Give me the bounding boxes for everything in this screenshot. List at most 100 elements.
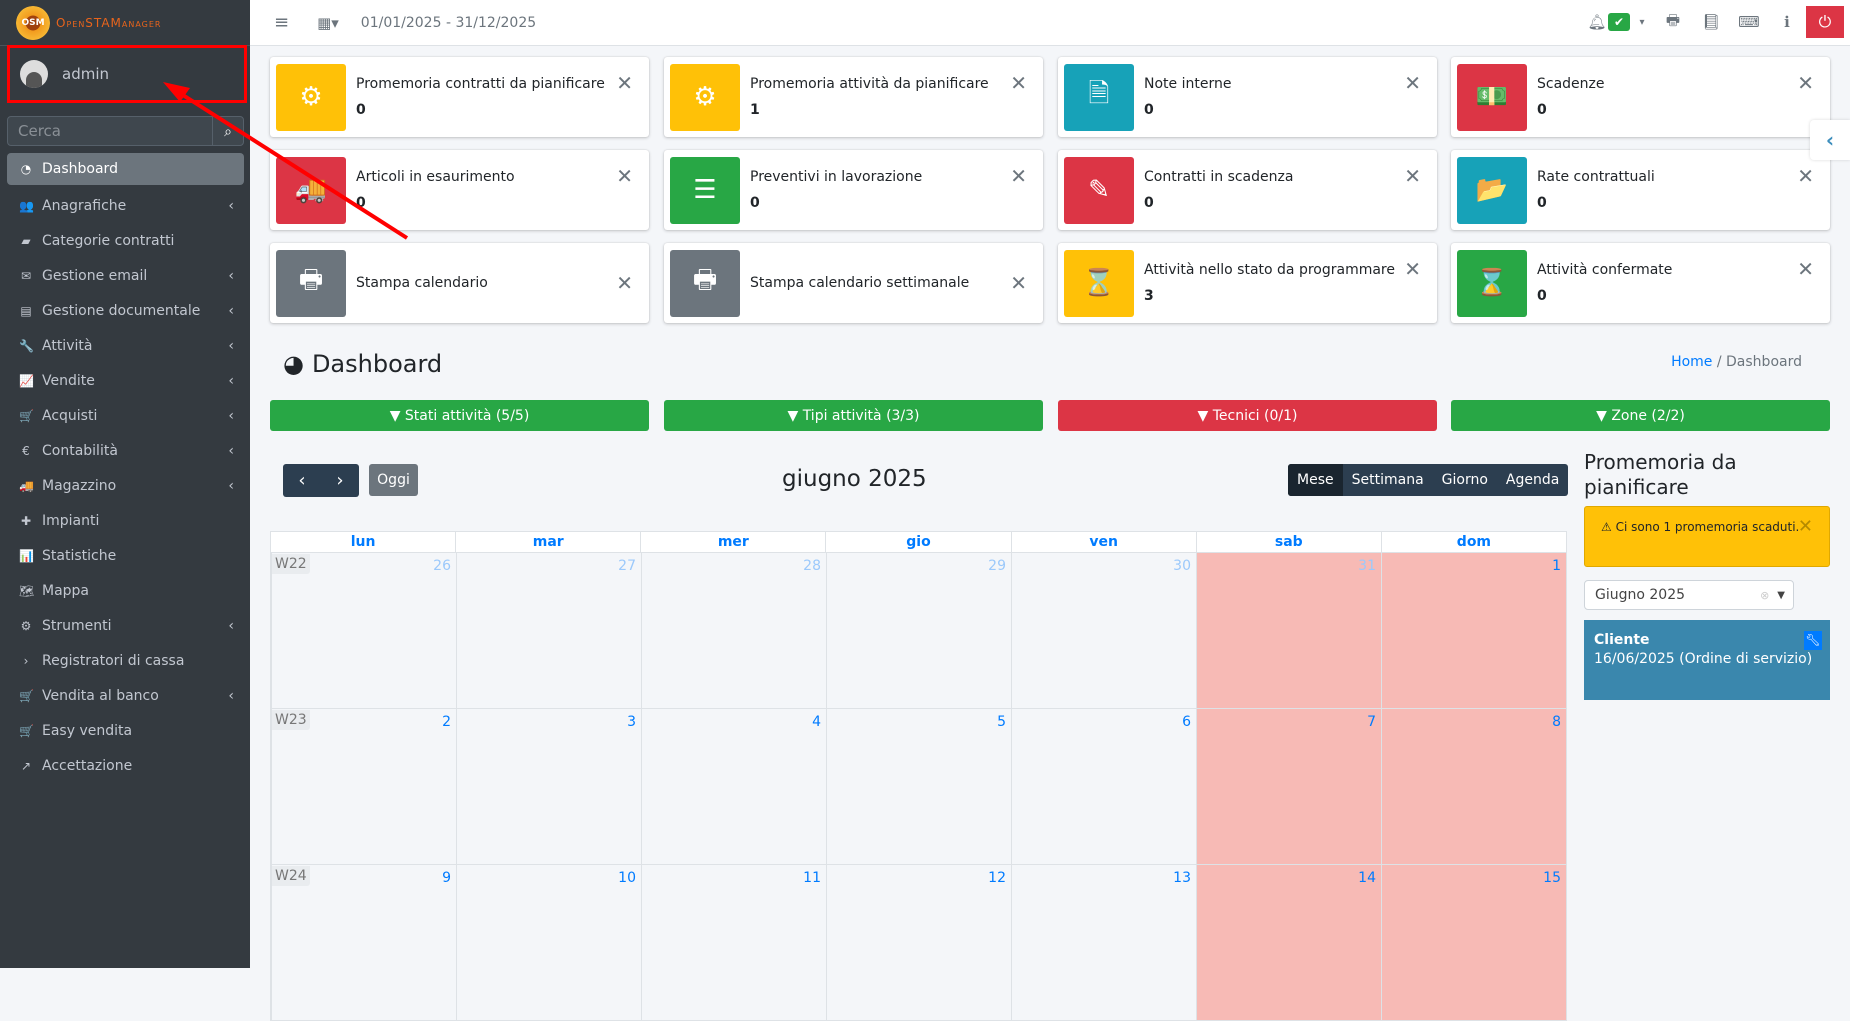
dashboard-card[interactable]: 🖶 Stampa calendario ✕ [270,243,649,323]
search-button[interactable]: ⌕ [212,117,243,145]
calendar-day[interactable]: 2 [271,709,456,864]
dashboard-card[interactable]: ⌛ Attività nello stato da programmare 3 ✕ [1058,243,1437,323]
close-icon[interactable]: ✕ [1404,164,1421,188]
info-icon[interactable]: ℹ [1784,13,1790,31]
calendar-day[interactable]: 12 [826,865,1011,1020]
sidebar-item-vendita-al-banco[interactable]: 🛒 Vendita al banco ‹ [7,678,244,713]
sidebar-item-accettazione[interactable]: ↗ Accettazione [7,748,244,783]
close-icon[interactable]: ✕ [1010,71,1027,95]
sidebar-item-gestione-email[interactable]: ✉ Gestione email ‹ [7,258,244,293]
sidebar-item-contabilit-[interactable]: € Contabilità ‹ [7,433,244,468]
dashboard-card[interactable]: ✎ Contratti in scadenza 0 ✕ [1058,150,1437,230]
user-panel[interactable]: admin [7,45,247,103]
control-sidebar-toggle[interactable]: ‹ [1810,120,1850,160]
sidebar-item-impianti[interactable]: ✚ Impianti [7,503,244,538]
caret-down-icon[interactable]: ▾ [1639,16,1645,28]
calendar-day[interactable]: 8 [1381,709,1566,864]
close-icon[interactable]: ✕ [1797,257,1814,281]
filter-button[interactable]: ▼ Stati attività (5/5) [270,400,649,431]
close-icon[interactable]: ✕ [1797,516,1813,537]
calendar-day[interactable]: 10 [456,865,641,1020]
dashboard-card[interactable]: 🖶 Stampa calendario settimanale ✕ [664,243,1043,323]
calendar-day[interactable]: 11 [641,865,826,1020]
clear-icon[interactable]: ⊗ [1760,588,1770,602]
breadcrumb-home[interactable]: Home [1671,354,1713,370]
book-icon[interactable]: 📘︎ [1701,13,1721,31]
view-agenda[interactable]: Agenda [1505,472,1560,488]
sidebar-item-magazzino[interactable]: 🚚 Magazzino ‹ [7,468,244,503]
filter-button[interactable]: ▼ Tecnici (0/1) [1058,400,1437,431]
calendar-day[interactable]: 14 [1196,865,1381,1020]
calendar-dropdown-icon[interactable]: ▦▾ [317,13,339,32]
calendar-day[interactable]: 1 [1381,553,1566,708]
dashboard-card[interactable]: 💵 Scadenze 0 ✕ [1451,57,1830,137]
close-icon[interactable]: ✕ [1404,257,1421,281]
calendar-day[interactable]: 6 [1011,709,1196,864]
calendar-day[interactable]: 26 [271,553,456,708]
view-settimana[interactable]: Settimana [1351,472,1424,488]
sidebar-item-categorie-contratti[interactable]: ▰ Categorie contratti [7,223,244,258]
view-giorno[interactable]: Giorno [1441,472,1488,488]
calendar-day[interactable]: 31 [1196,553,1381,708]
dashboard-card[interactable]: 🚚 Articoli in esaurimento 0 ✕ [270,150,649,230]
keyboard-icon[interactable]: ⌨ [1738,13,1760,31]
dashboard-card[interactable]: 🗎 Note interne 0 ✕ [1058,57,1437,137]
date-range[interactable]: 01/01/2025 - 31/12/2025 [360,14,537,31]
print-icon[interactable]: 🖶 [1665,10,1681,29]
dashboard-card[interactable]: ⌛ Attività confermate 0 ✕ [1451,243,1830,323]
sidebar-item-anagrafiche[interactable]: 👥 Anagrafiche ‹ [7,188,244,223]
calendar-day[interactable]: 13 [1011,865,1196,1020]
sidebar-item-strumenti[interactable]: ⚙ Strumenti ‹ [7,608,244,643]
close-icon[interactable]: ✕ [1797,71,1814,95]
month-select[interactable]: Giugno 2025 ⊗ ▼ [1584,580,1794,610]
dashboard-card[interactable]: ⚙ Promemoria contratti da pianificare 0 ✕ [270,57,649,137]
wrench-icon[interactable]: 🔧︎ [1804,631,1822,650]
bell-icon[interactable]: 🔔︎ [1587,13,1607,31]
sidebar-item-easy-vendita[interactable]: 🛒 Easy vendita [7,713,244,748]
dashboard-card[interactable]: ☰ Preventivi in lavorazione 0 ✕ [664,150,1043,230]
close-icon[interactable]: ✕ [616,164,633,188]
search-input[interactable] [8,117,212,145]
calendar-day[interactable]: 5 [826,709,1011,864]
app-logo[interactable]: OSM OpenSTAManager [0,0,250,46]
calendar-day[interactable]: 15 [1381,865,1566,1020]
calendar-day[interactable]: 30 [1011,553,1196,708]
view-mese[interactable]: Mese [1288,464,1343,496]
sidebar-item-gestione-documentale[interactable]: ▤ Gestione documentale ‹ [7,293,244,328]
filter-button[interactable]: ▼ Zone (2/2) [1451,400,1830,431]
close-icon[interactable]: ✕ [1797,164,1814,188]
calendar-day[interactable]: 9 [271,865,456,1020]
sidebar-item-statistiche[interactable]: 📊 Statistiche [7,538,244,573]
next-button[interactable]: › [336,470,344,491]
check-icon[interactable]: ✔ [1608,13,1630,31]
menu-toggle-icon[interactable]: ≡ [274,12,290,33]
close-icon[interactable]: ✕ [616,71,633,95]
filter-button[interactable]: ▼ Tipi attività (3/3) [664,400,1043,431]
sidebar-item-attivit-[interactable]: 🔧 Attività ‹ [7,328,244,363]
prev-button[interactable]: ‹ [298,470,306,491]
weekday-header: gio [825,532,1010,552]
file-icon: ▤ [20,303,32,318]
close-icon[interactable]: ✕ [1010,164,1027,188]
user-name[interactable]: admin [62,65,109,83]
close-icon[interactable]: ✕ [1010,271,1027,295]
calendar-day[interactable]: 4 [641,709,826,864]
calendar-day[interactable]: 29 [826,553,1011,708]
sidebar-item-acquisti[interactable]: 🛒 Acquisti ‹ [7,398,244,433]
dashboard-card[interactable]: 📂 Rate contrattuali 0 ✕ [1451,150,1830,230]
close-icon[interactable]: ✕ [1404,71,1421,95]
today-button[interactable]: Oggi [369,464,418,496]
sidebar-item-mappa[interactable]: 🗺 Mappa [7,573,244,608]
calendar-day[interactable]: 7 [1196,709,1381,864]
wrench-icon: 🔧 [19,338,34,353]
dashboard-card[interactable]: ⚙ Promemoria attività da pianificare 1 ✕ [664,57,1043,137]
sidebar-item-vendite[interactable]: 📈 Vendite ‹ [7,363,244,398]
sidebar-item-dashboard[interactable]: ◔ Dashboard [7,153,244,185]
sidebar-item-registratori-di-cassa[interactable]: › Registratori di cassa [7,643,244,678]
logout-button[interactable]: ⏻ [1806,6,1844,38]
calendar-day[interactable]: 27 [456,553,641,708]
reminder-event[interactable]: Cliente 16/06/2025 (Ordine di servizio) 🔧︎ [1584,620,1830,700]
calendar-day[interactable]: 3 [456,709,641,864]
calendar-day[interactable]: 28 [641,553,826,708]
close-icon[interactable]: ✕ [616,271,633,295]
